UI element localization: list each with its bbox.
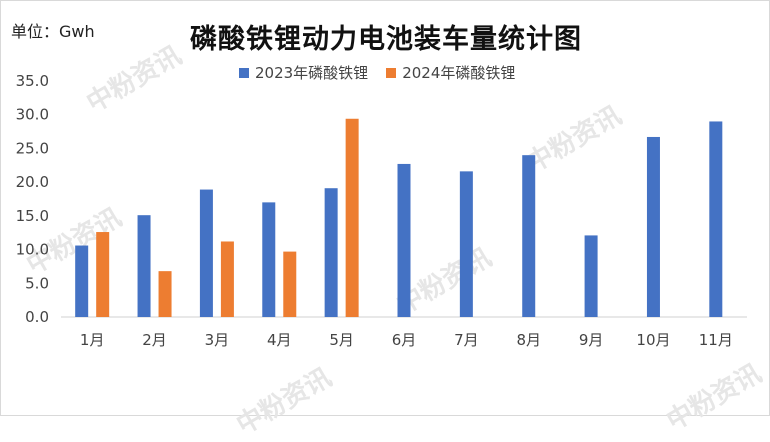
y-tick-label: 30.0 [16,106,49,124]
y-tick-label: 20.0 [16,173,49,191]
x-tick-label: 6月 [392,331,417,349]
x-tick-label: 8月 [516,331,541,349]
y-tick-label: 15.0 [16,207,49,225]
bar-2023-3 [199,189,213,317]
bar-2023-1 [75,245,89,317]
legend-swatch-2024 [386,67,397,78]
x-tick-label: 3月 [205,331,230,349]
y-tick-label: 35.0 [16,72,49,90]
legend-item-2024: 2024年磷酸铁锂 [386,62,515,83]
y-tick-label: 25.0 [16,139,49,157]
bar-2024-5 [345,118,359,317]
bar-2023-6 [397,163,411,317]
bar-2024-1 [96,232,110,317]
legend: 2023年磷酸铁锂 2024年磷酸铁锂 [239,62,515,83]
x-tick-label: 9月 [579,331,604,349]
x-tick-label: 4月 [267,331,292,349]
bar-2023-8 [522,155,536,317]
unit-label: 单位：Gwh [11,22,95,41]
bar-2023-10 [646,136,660,317]
bar-2023-9 [584,235,598,317]
bar-2023-4 [262,202,276,317]
y-tick-label: 5.0 [25,274,49,292]
bar-2024-4 [283,251,297,317]
bar-2023-5 [324,188,338,317]
x-tick-label: 2月 [142,331,167,349]
x-tick-label: 10月 [636,331,670,349]
bar-2023-2 [137,215,151,317]
y-tick-label: 10.0 [16,241,49,259]
x-tick-label: 11月 [699,331,733,349]
bar-2023-7 [459,171,473,317]
bar-2023-11 [709,121,723,317]
chart-title: 磷酸铁锂动力电池装车量统计图 [190,24,582,55]
x-tick-label: 7月 [454,331,479,349]
bar-chart: 0.0 5.0 10.0 15.0 20.0 25.0 30.0 35.0 1月 2月 3月 4月 5月… [16,72,747,349]
legend-label-2023: 2023年磷酸铁锂 [255,64,369,82]
legend-item-2023: 2023年磷酸铁锂 [239,62,368,83]
bar-2024-3 [220,241,234,317]
bar-2024-2 [158,271,172,317]
y-tick-label: 0.0 [25,308,49,326]
legend-swatch-2023 [239,67,249,78]
x-tick-label: 1月 [80,331,105,349]
x-tick-label: 5月 [329,331,354,349]
legend-label-2024: 2024年磷酸铁锂 [402,64,516,82]
